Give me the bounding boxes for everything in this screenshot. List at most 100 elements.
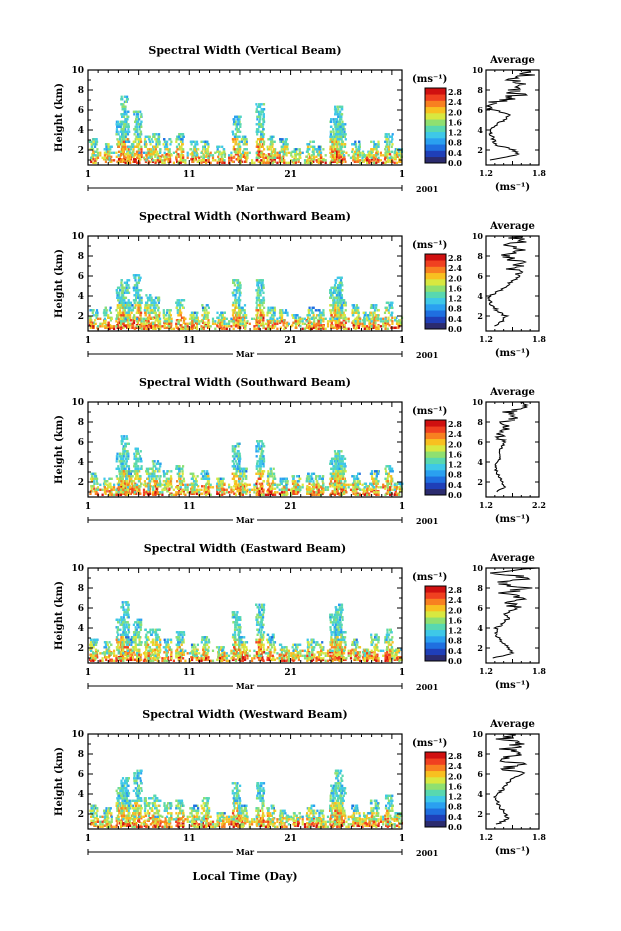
heatmap-cell [94, 477, 97, 480]
heatmap-cell [398, 154, 401, 157]
heatmap-cell [221, 161, 224, 164]
heatmap-cell [259, 105, 262, 108]
heatmap-cell [352, 153, 355, 156]
heatmap-cell [152, 325, 155, 328]
heatmap-cell [124, 105, 127, 108]
heatmap-cell [388, 324, 391, 327]
heatmap-cell [184, 322, 187, 325]
heatmap-cell [248, 322, 251, 325]
heatmap-cell [319, 153, 322, 156]
heatmap-cell [337, 304, 340, 307]
heatmap-cell [280, 317, 284, 320]
heatmap-cell [259, 306, 262, 309]
heatmap-cell [121, 477, 124, 480]
heatmap-cell [176, 299, 179, 302]
heatmap-cell [317, 322, 320, 325]
heatmap-cell [113, 327, 116, 330]
heatmap-cell [175, 301, 178, 304]
heatmap-cell [163, 325, 166, 328]
heatmap-cell [269, 325, 272, 328]
heatmap-cell [301, 322, 304, 325]
heatmap-cell [239, 306, 242, 309]
heatmap-cell [125, 130, 128, 133]
heatmap-cell [341, 105, 344, 108]
heatmap-cell [133, 306, 136, 309]
heatmap-cell [158, 296, 161, 299]
heatmap-cell [205, 151, 208, 154]
heatmap-cell [240, 306, 243, 309]
heatmap-cell [109, 477, 112, 480]
heatmap-cell [127, 452, 130, 455]
heatmap-cell [165, 320, 169, 323]
heatmap-cell [123, 291, 126, 294]
heatmap-cell [303, 159, 307, 162]
heatmap-cell [281, 150, 284, 153]
heatmap-cell [126, 138, 129, 141]
heatmap-cell [204, 148, 207, 151]
heatmap-cell [140, 322, 143, 325]
heatmap-cell [329, 125, 333, 128]
heatmap-cell [312, 326, 315, 329]
heatmap-cell [336, 276, 339, 279]
heatmap-cell [334, 309, 337, 312]
heatmap-cell [140, 482, 143, 485]
heatmap-cell [206, 311, 209, 314]
heatmap-cell [363, 327, 366, 330]
heatmap-cell [132, 299, 136, 302]
heatmap-cell [128, 130, 131, 133]
heatmap-cell [108, 159, 111, 162]
heatmap-cell [306, 143, 309, 146]
heatmap-cell [117, 154, 120, 157]
heatmap-cell [239, 309, 242, 312]
heatmap-cell [390, 301, 393, 304]
heatmap-cell [182, 135, 185, 138]
heatmap-cell [241, 151, 244, 154]
heatmap-cell [385, 143, 388, 146]
heatmap-cell [345, 327, 348, 330]
heatmap-cell [279, 138, 282, 141]
heatmap-cell [118, 455, 121, 458]
heatmap-cell [113, 159, 116, 162]
heatmap-cell [336, 327, 339, 330]
heatmap-cell [330, 148, 333, 151]
heatmap-cell [396, 155, 399, 158]
heatmap-cell [124, 289, 127, 292]
heatmap-cell [343, 158, 346, 161]
heatmap-cell [154, 475, 157, 478]
heatmap-cell [218, 145, 221, 148]
heatmap-cell [138, 470, 141, 473]
heatmap-cell [259, 301, 263, 304]
heatmap-cell [122, 130, 125, 133]
heatmap-cell [117, 317, 120, 320]
heatmap-cell [120, 123, 123, 126]
heatmap-cell [134, 467, 137, 470]
heatmap-cell [202, 154, 205, 157]
heatmap-cell [313, 148, 316, 151]
heatmap-cell [220, 316, 223, 319]
heatmap-cell [133, 133, 136, 136]
heatmap-cell [218, 326, 221, 329]
heatmap-cell [148, 140, 152, 143]
heatmap-cell [131, 326, 134, 329]
heatmap-cell [162, 311, 165, 314]
heatmap-cell [152, 465, 155, 468]
heatmap-cell [262, 301, 265, 304]
heatmap-cell [393, 151, 396, 154]
heatmap-cell [377, 325, 380, 328]
heatmap-cell [235, 140, 238, 143]
heatmap-cell [118, 158, 121, 161]
heatmap-cell [94, 154, 97, 157]
heatmap-cell [91, 309, 94, 312]
heatmap-cell [251, 161, 254, 164]
heatmap-cell [372, 326, 375, 329]
heatmap-cell [356, 158, 360, 161]
heatmap-cell [163, 320, 166, 323]
heatmap-cell [305, 155, 308, 158]
heatmap-cell [237, 281, 240, 284]
heatmap-cell [126, 148, 129, 151]
heatmap-cell [207, 153, 210, 156]
heatmap-cell [278, 316, 281, 319]
heatmap-cell [341, 314, 344, 317]
heatmap-cell [366, 327, 369, 330]
heatmap-cell [166, 145, 169, 148]
